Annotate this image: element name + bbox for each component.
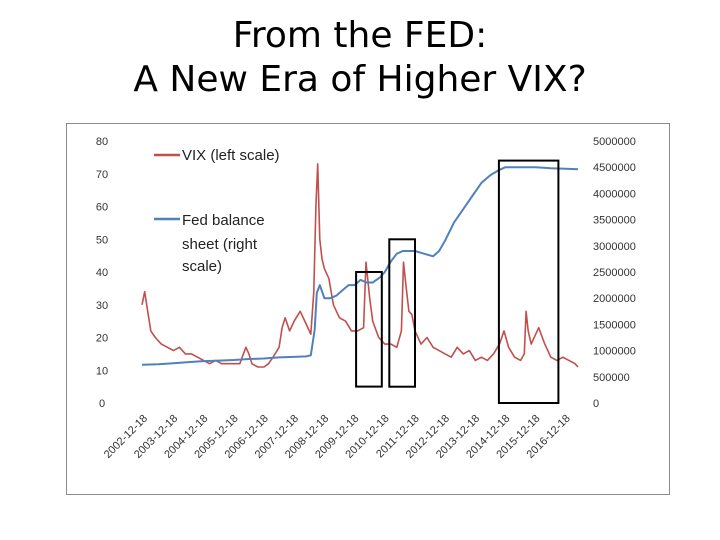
- fed-balance-series-line: [141, 166, 579, 366]
- legend: VIX (left scale) Fed balance sheet (righ…: [154, 147, 280, 275]
- y-right-tick-label: 4500000: [593, 162, 636, 174]
- annotation-boxes: [355, 159, 560, 404]
- y-left-tick-label: 70: [96, 169, 108, 181]
- y-left-tick-label: 50: [96, 234, 108, 246]
- y-right-tick-label: 500000: [593, 372, 630, 384]
- y-left-tick-label: 40: [96, 267, 108, 279]
- x-axis: 2002-12-182003-12-182004-12-182005-12-18…: [102, 413, 573, 461]
- y-right-tick-label: 1000000: [593, 346, 636, 358]
- y-right-tick-label: 3500000: [593, 215, 636, 227]
- y-right-tick-label: 1500000: [593, 319, 636, 331]
- y-left-tick-label: 10: [96, 365, 108, 377]
- y-right-tick-label: 3000000: [593, 241, 636, 253]
- legend-fed-label-line-2: sheet (right: [182, 236, 258, 253]
- annotation-box-2014: [497, 159, 560, 404]
- y-left-tick-label: 60: [96, 202, 108, 214]
- legend-fed-label-line-1: Fed balance: [182, 212, 265, 229]
- y-left-tick-label: 80: [96, 136, 108, 148]
- annotation-box-2011: [388, 238, 416, 388]
- chart-frame: [66, 123, 670, 495]
- y-right-tick-label: 2000000: [593, 293, 636, 305]
- y-right-axis: 0 500000 1000000 1500000 2000000 2500000 30000…: [593, 136, 636, 410]
- y-right-tick-label: 4000000: [593, 188, 636, 200]
- legend-vix-label: VIX (left scale): [182, 147, 280, 164]
- annotation-box-2010: [355, 271, 383, 388]
- title-line-1: From the FED:: [232, 15, 488, 56]
- slide-title: From the FED: A New Era of Higher VIX?: [0, 14, 720, 102]
- legend-fed-label-line-3: scale): [182, 258, 222, 275]
- y-right-tick-label: 0: [593, 398, 599, 410]
- vix-series-line: [141, 163, 579, 368]
- y-left-tick-label: 20: [96, 333, 108, 345]
- y-left-tick-label: 0: [99, 398, 105, 410]
- y-left-tick-label: 30: [96, 300, 108, 312]
- y-left-axis: 0 10 20 30 40 50 60 70 80: [96, 136, 108, 410]
- y-right-tick-label: 5000000: [593, 136, 636, 148]
- title-line-2: A New Era of Higher VIX?: [133, 59, 587, 100]
- vix-fed-chart: 0 10 20 30 40 50 60 70 80 0 500000 1000000 1500000 2…: [96, 136, 636, 461]
- y-right-tick-label: 2500000: [593, 267, 636, 279]
